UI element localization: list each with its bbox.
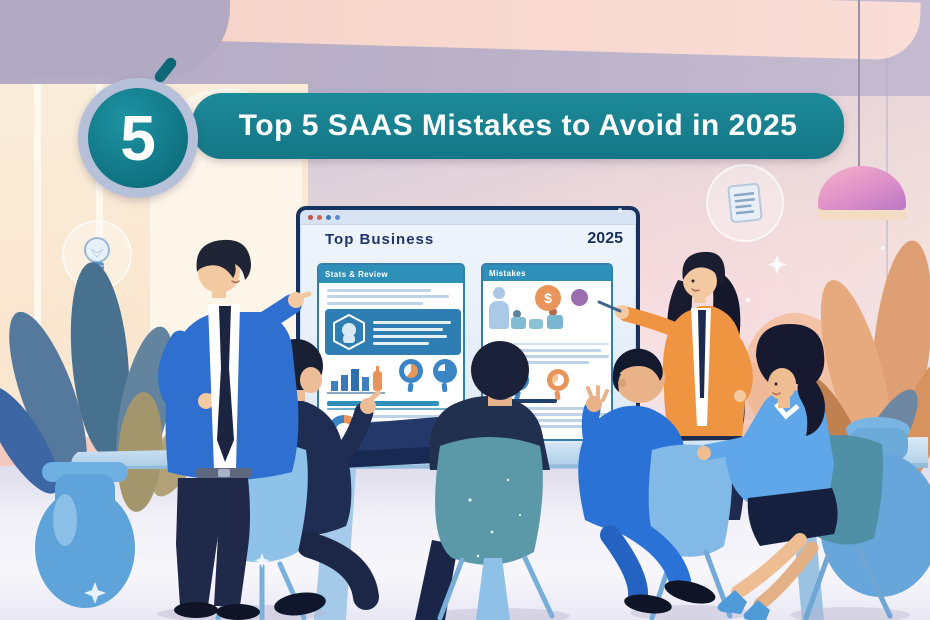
swirl-glyph [552, 374, 564, 386]
vase-left [35, 462, 135, 608]
mini-block [529, 319, 543, 329]
slide-year: 2025 [587, 230, 623, 247]
main-title: Top 5 SAAS Mistakes to Avoid in 2025 [238, 109, 798, 142]
text-line [373, 328, 443, 331]
pie-glyph [404, 364, 418, 378]
text-line [489, 361, 589, 364]
ceiling-corner [0, 0, 230, 78]
chair [648, 444, 732, 557]
divider [489, 343, 609, 345]
heel-shoe [743, 600, 770, 620]
heading-bar [327, 401, 439, 406]
sparkles [84, 208, 885, 604]
presenter-man [158, 239, 312, 620]
seated-woman-head [768, 368, 796, 400]
text-line [373, 342, 429, 345]
text-line [371, 415, 451, 418]
number-badge: 5 [78, 78, 198, 198]
text-line [327, 289, 431, 292]
magnifier-icon [399, 359, 423, 383]
gauge-glyph [438, 364, 452, 378]
badge-number: 5 [120, 102, 156, 174]
window-mullion [34, 84, 41, 474]
window-control-dots [326, 214, 331, 220]
number-badge-circle: 5 [88, 88, 188, 188]
mini-block [511, 317, 526, 329]
seated-woman [697, 324, 893, 620]
wall-corner-line [886, 58, 888, 430]
slide-title: Top Business [325, 231, 435, 248]
text-line [373, 335, 447, 338]
hexagon-shield-icon [333, 313, 365, 351]
window-control-dots [335, 214, 340, 220]
raised-hand [360, 398, 376, 414]
presenter-man-trousers [176, 478, 250, 606]
window-control-dots [317, 214, 322, 220]
callout-box [325, 309, 461, 355]
slide-panel-right: Mistakes $ [481, 263, 613, 441]
mini-bar-chart [327, 366, 385, 394]
pointing-hand [615, 305, 629, 319]
seated-man-blue [578, 348, 733, 620]
text-line [489, 355, 609, 358]
document-glyph [727, 182, 763, 224]
necktie [217, 306, 234, 462]
text-line [489, 349, 601, 352]
magnifier-icon [433, 359, 457, 383]
heel-shoe [717, 590, 747, 614]
lamp-cord [858, 0, 860, 170]
text-line [373, 321, 451, 324]
window-titlebar [300, 210, 636, 224]
window-control-dots [308, 214, 313, 220]
resting-hand [697, 446, 711, 460]
magnifier-icon [547, 369, 569, 391]
dollar-circle-icon: $ [535, 285, 561, 311]
pendant-lamp [818, 166, 906, 220]
seated-man-center [415, 341, 555, 620]
slide-panel-right-header: Mistakes [483, 265, 611, 281]
bold-label-bar [491, 399, 557, 403]
document-icon [706, 164, 784, 242]
mini-block [547, 315, 563, 329]
purple-dot [571, 289, 588, 306]
chair [435, 437, 543, 565]
laptop [336, 417, 452, 468]
person-figure-head [493, 287, 505, 299]
text-line [327, 302, 423, 305]
text-line [491, 413, 607, 416]
slide-panel-left-header: Stats & Review [319, 265, 463, 283]
floor-shadows [157, 605, 910, 620]
mini-person-head [549, 308, 557, 316]
text-line [491, 407, 601, 410]
mini-person-head [513, 310, 521, 318]
heading-underline [327, 408, 447, 410]
title-banner: Top 5 SAAS Mistakes to Avoid in 2025 [192, 93, 844, 159]
pointer-pen [597, 300, 622, 313]
text-line [327, 295, 449, 298]
seated-man-center-head [471, 341, 529, 399]
seated-woman-skirt [747, 488, 838, 546]
person-figure-body [489, 301, 509, 329]
text-line [491, 419, 595, 422]
